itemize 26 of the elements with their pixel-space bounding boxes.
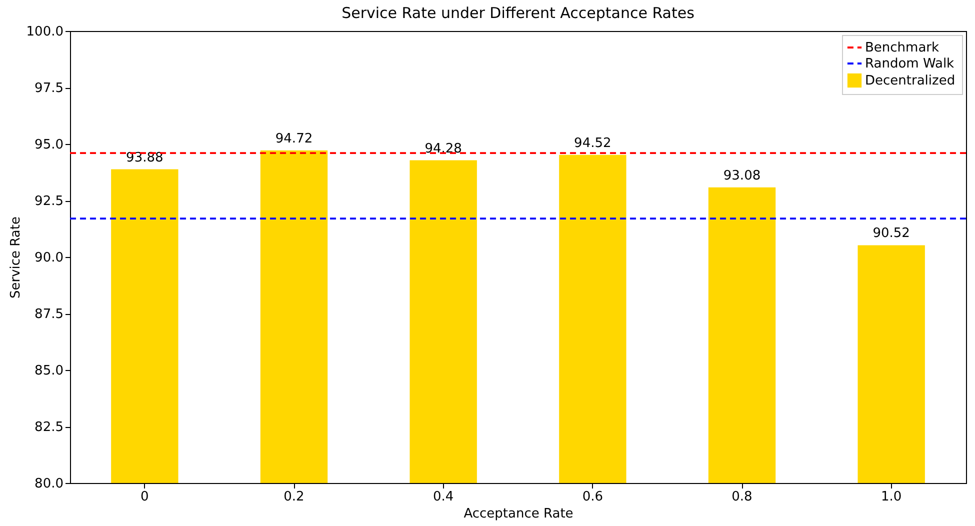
y-tick-label: 95.0 <box>34 138 64 152</box>
chart-title: Service Rate under Different Acceptance Rates <box>342 4 695 22</box>
y-tick-label: 100.0 <box>26 24 64 40</box>
legend-label: Random Walk <box>865 56 955 72</box>
y-tick-label: 80.0 <box>34 476 64 492</box>
data-label: 94.72 <box>275 131 313 146</box>
data-label: 93.08 <box>723 168 761 184</box>
x-tick-label: 0.8 <box>732 490 752 504</box>
x-tick-label: 0.6 <box>582 490 604 504</box>
x-axis-title: Acceptance Rate <box>464 506 574 522</box>
x-tick-label: 0.4 <box>432 490 454 504</box>
x-tick-label: 0 <box>140 490 149 504</box>
data-label: 94.52 <box>574 136 612 151</box>
legend-label: Decentralized <box>865 74 956 88</box>
y-tick-label: 90.0 <box>34 250 64 266</box>
legend-label: Benchmark <box>865 40 940 56</box>
y-tick-label: 87.5 <box>34 307 64 322</box>
y-tick-label: 82.5 <box>34 420 64 435</box>
y-tick-label: 92.5 <box>34 194 64 209</box>
x-tick-label: 1.0 <box>880 490 902 504</box>
data-label: 90.52 <box>872 226 910 242</box>
y-tick-label: 85.0 <box>34 364 64 378</box>
y-tick-label: 97.5 <box>34 81 64 96</box>
x-tick-label: 0.2 <box>284 490 304 504</box>
data-label: 94.28 <box>424 141 462 156</box>
y-axis-title: Service Rate <box>8 216 24 298</box>
